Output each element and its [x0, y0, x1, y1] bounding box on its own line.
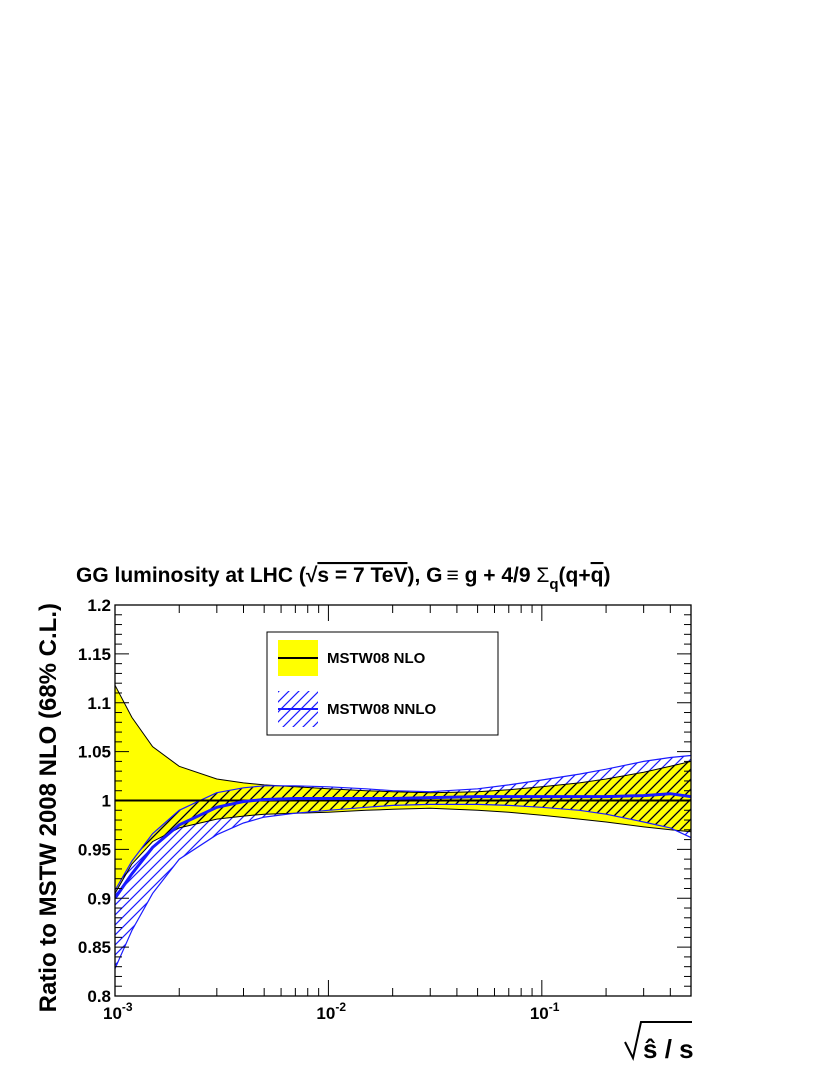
y-tick-label: 0.85 [78, 938, 111, 957]
title-after-equiv: g + 4/9 [459, 564, 537, 587]
title-sigma: Σ [536, 564, 549, 587]
x-tick-label: 10-2 [316, 1000, 346, 1023]
y-tick-label: 1.2 [87, 596, 111, 615]
title-equiv: ≡ [446, 564, 458, 587]
title-paren-open: (q+ [559, 564, 591, 587]
svg-text:GG luminosity at LHC (√s = 7 T: GG luminosity at LHC (√s = 7 TeV), G ≡ g … [76, 564, 610, 593]
title-sigma-sub: q [549, 576, 558, 593]
y-axis-title: Ratio to MSTW 2008 NLO (68% C.L.) [35, 603, 62, 1012]
nlo-lower-edge [115, 807, 691, 894]
title-paren-close: ) [603, 564, 610, 587]
legend-entry-nlo: MSTW08 NLO [278, 640, 426, 676]
x-axis-title: ŝ / s [624, 1021, 694, 1064]
x-axis-rest: / s [657, 1034, 693, 1064]
band-overlap-hatch [115, 761, 691, 894]
title-sqrt-symbol: √ [306, 564, 318, 587]
legend-entry-nnlo: MSTW08 NNLO [278, 691, 437, 727]
y-tick-label: 1.05 [78, 743, 111, 762]
chart-title: GG luminosity at LHC (√s = 7 TeV), G ≡ g … [76, 564, 610, 593]
title-middle: ), G [407, 564, 442, 587]
legend-label-nnlo: MSTW08 NNLO [327, 701, 437, 718]
nlo-upper-edge [115, 684, 691, 794]
title-qbar: q [591, 564, 604, 587]
svg-text:ŝ / s: ŝ / s [643, 1034, 694, 1064]
y-tick-label: 0.95 [78, 840, 111, 859]
x-axis-hat-s: ŝ [643, 1034, 657, 1064]
title-prefix: GG luminosity at LHC ( [76, 564, 306, 587]
x-tick-label: 10-1 [530, 1000, 560, 1023]
legend: MSTW08 NLO MSTW08 NNLO [266, 631, 499, 736]
y-tick-label: 1.1 [87, 694, 111, 713]
title-sqrt-arg: s = 7 TeV [317, 564, 407, 587]
y-tick-label: 0.9 [87, 889, 111, 908]
x-tick-label: 10-3 [103, 1000, 133, 1023]
nnlo-central-line [115, 792, 691, 900]
legend-label-nlo: MSTW08 NLO [327, 650, 426, 667]
y-tick-label: 1.15 [78, 645, 111, 664]
nnlo-upper-edge [115, 754, 691, 891]
y-tick-label: 1 [102, 792, 111, 811]
y-tick-label: 0.8 [87, 987, 111, 1006]
nnlo-lower-edge [115, 803, 691, 969]
x-axis-sqrt-sign [624, 1021, 692, 1061]
